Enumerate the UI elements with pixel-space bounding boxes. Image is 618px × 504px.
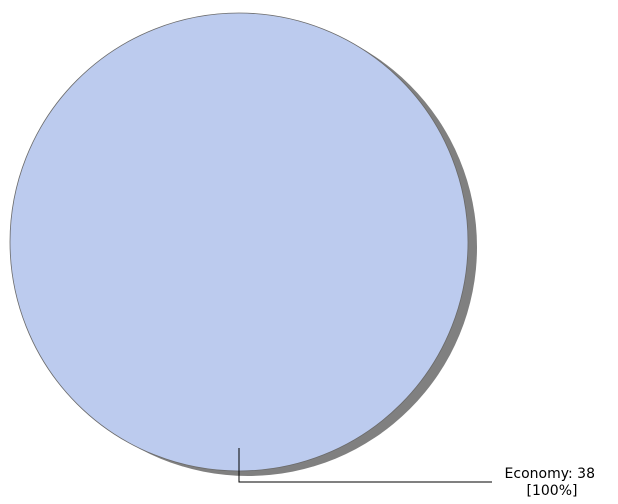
pie-leader-line-economy xyxy=(238,448,492,483)
pie-label-group: Economy: 38 [100%] xyxy=(238,448,600,499)
pie-label-economy: Economy: 38 [100%] xyxy=(505,466,600,499)
pie-slice-economy xyxy=(9,12,469,472)
pie-label-value: Economy: 38 xyxy=(505,466,595,482)
pie-slices-group xyxy=(9,12,469,472)
pie-label-percent: [100%] xyxy=(527,483,578,499)
